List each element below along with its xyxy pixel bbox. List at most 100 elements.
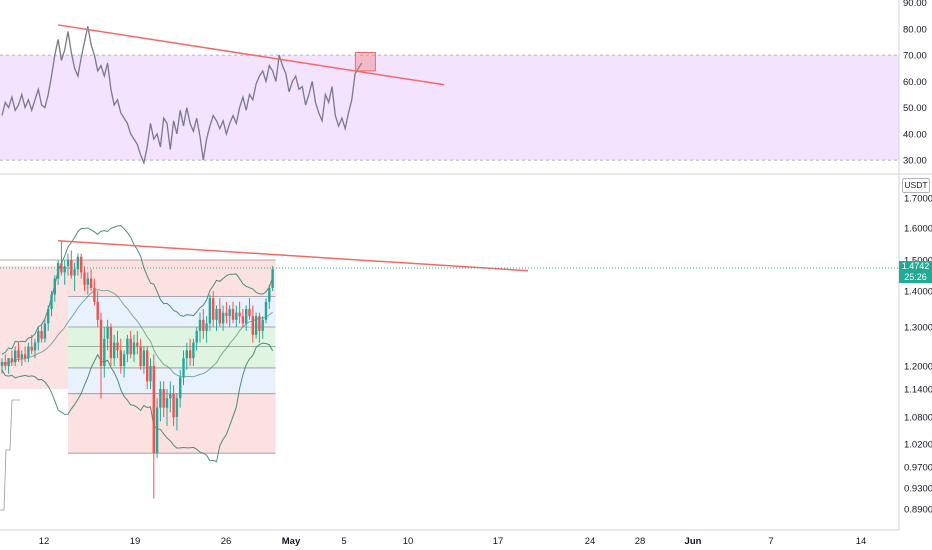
price-y-tick-label: 0.9700 — [904, 463, 932, 474]
rsi-y-tick-label: 60.00 — [903, 77, 927, 88]
candle-body — [261, 319, 264, 331]
candle-body — [0, 362, 4, 366]
time-x-tick-label: 7 — [768, 536, 773, 547]
candle-body — [7, 358, 10, 366]
candle-body — [215, 309, 218, 320]
rsi-axis: 90.00 80.00 70.00 60.00 50.00 40.00 30.00 — [903, 0, 927, 167]
candle-body — [179, 377, 182, 399]
price-axis: 1.70001.60001.50001.40001.30001.20001.14… — [904, 194, 932, 516]
candle-body — [60, 263, 63, 273]
candle-body — [66, 260, 70, 267]
candle-body — [33, 342, 37, 351]
time-x-tick-label: 12 — [39, 536, 50, 547]
rsi-y-tick-label: 30.00 — [903, 156, 927, 167]
fib-zone — [68, 327, 276, 347]
price-y-tick-label: 1.2000 — [904, 362, 932, 373]
candle-body — [76, 256, 80, 270]
price-y-tick-label: 0.8900 — [904, 505, 932, 516]
rsi-panel — [0, 24, 899, 165]
candle-body — [251, 316, 254, 335]
candle-body — [122, 354, 126, 366]
candle-body — [30, 346, 33, 351]
time-x-tick-label: 19 — [130, 536, 141, 547]
candle-body — [93, 287, 96, 302]
candle-body — [142, 350, 146, 366]
rsi-y-tick-label: 70.00 — [903, 51, 927, 62]
price-trendline — [58, 240, 529, 272]
candle-body — [241, 316, 245, 324]
time-x-tick-label: 26 — [221, 536, 232, 547]
rsi-y-tick-label: 50.00 — [903, 103, 927, 114]
candle-body — [212, 298, 215, 320]
candle-body — [208, 298, 212, 324]
candle-body — [83, 272, 86, 285]
time-x-tick-label: 28 — [635, 536, 646, 547]
candle-body — [205, 323, 208, 331]
candle-body — [17, 350, 20, 359]
candle-body — [188, 350, 192, 359]
candle-body — [56, 263, 60, 279]
candle-body — [47, 309, 50, 324]
candle-body — [10, 358, 14, 363]
candle-body — [126, 338, 129, 355]
candle-body — [27, 346, 30, 359]
price-y-tick-label: 1.7000 — [904, 194, 932, 205]
candle-body — [152, 366, 155, 454]
candle-body — [73, 269, 76, 276]
candle-body — [238, 312, 241, 317]
candle-body — [96, 301, 99, 320]
bar-countdown: 25:26 — [904, 272, 927, 282]
candle-body — [146, 350, 149, 382]
price-y-tick-label: 1.4000 — [904, 287, 932, 298]
candle-body — [198, 319, 202, 331]
candle-body — [254, 316, 258, 335]
rsi-band-fill — [0, 55, 899, 161]
candle-body — [159, 389, 162, 408]
candle-body — [162, 389, 165, 408]
price-panel — [0, 224, 899, 511]
quote-currency-badge[interactable]: USDT — [902, 178, 930, 193]
candle-body — [228, 309, 231, 317]
fib-zone — [68, 367, 276, 394]
price-y-tick-label: 0.9300 — [904, 484, 932, 495]
candle-body — [218, 309, 221, 324]
candle-body — [185, 350, 188, 359]
candle-body — [155, 407, 159, 454]
price-y-tick-label: 1.0800 — [904, 413, 932, 424]
candle-body — [231, 309, 235, 320]
candle-body — [109, 327, 113, 359]
candle-body — [192, 342, 195, 359]
fib-zone — [68, 260, 276, 297]
time-x-tick-label: Jun — [685, 536, 702, 547]
candle-body — [86, 278, 89, 285]
candle-body — [50, 294, 53, 309]
time-x-tick-label: 5 — [341, 536, 346, 547]
last-price-value: 1.4742 — [901, 261, 930, 271]
candle-body — [225, 312, 228, 317]
prior-range-fill — [0, 266, 68, 389]
candle-body — [43, 323, 47, 339]
candle-body — [165, 398, 169, 408]
candle-body — [89, 278, 93, 288]
bollinger-basis — [1, 289, 273, 378]
time-x-tick-label: May — [282, 536, 301, 547]
candle-body — [195, 330, 198, 343]
fib-zone — [68, 296, 276, 327]
rsi-y-tick-label: 80.00 — [903, 24, 927, 35]
rsi-trendline — [57, 24, 445, 86]
candle-body — [264, 301, 268, 320]
candle-body — [235, 312, 238, 320]
candle-body — [245, 309, 248, 324]
time-x-tick-label: 24 — [585, 536, 596, 547]
candle-body — [175, 398, 179, 417]
candle-body — [116, 342, 119, 351]
candle-body — [23, 354, 27, 359]
candle-body — [149, 366, 152, 382]
rsi-line — [1, 26, 363, 165]
candle-body — [136, 342, 139, 347]
candle-body — [113, 342, 116, 359]
lower-envelope-line — [0, 399, 20, 511]
candle-body — [268, 287, 271, 302]
candle-body — [172, 393, 175, 417]
